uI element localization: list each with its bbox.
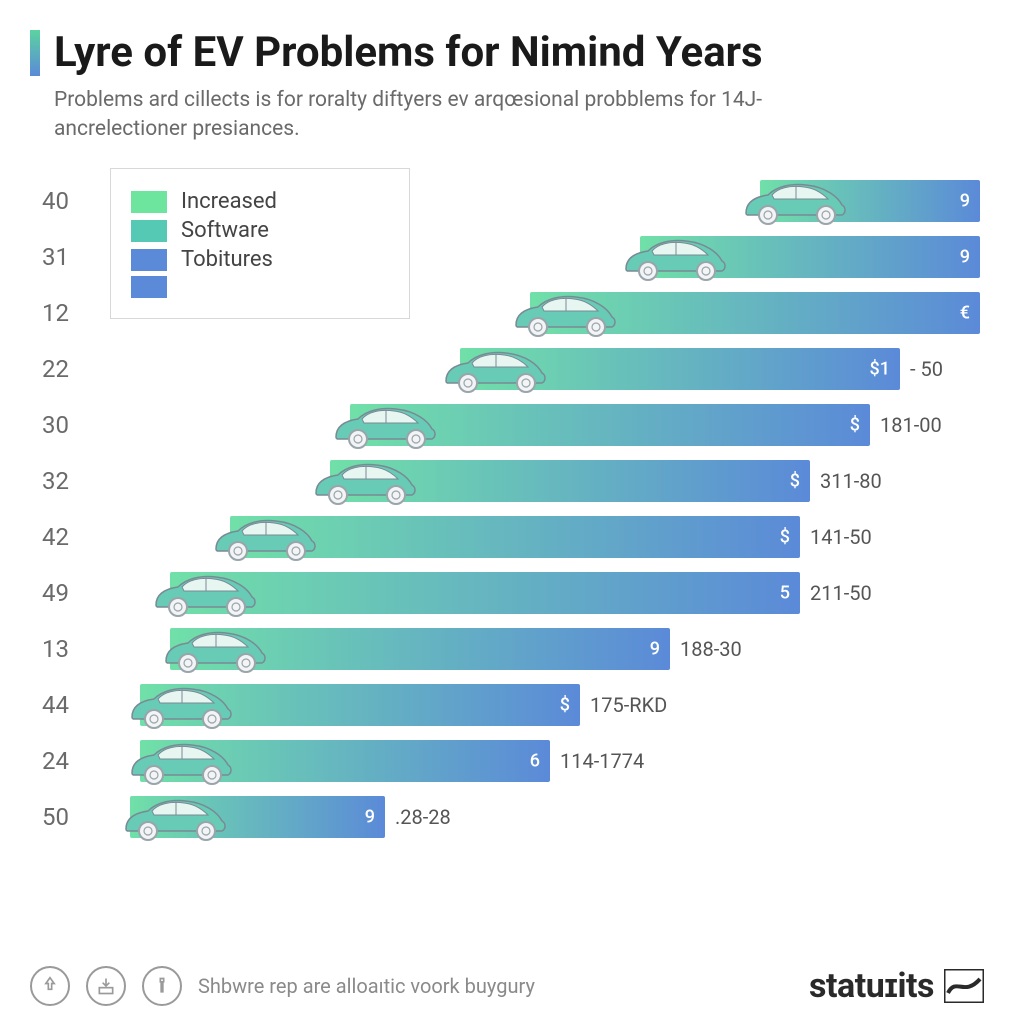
footer-left: Shbwre rep are alloaıtic voork buygury (30, 966, 535, 1006)
bar-zone: $1 - 50 (110, 341, 980, 397)
bar-value-outside: .28-28 (395, 805, 451, 829)
bar-zone: $175-RKD (110, 677, 980, 733)
brand-mark-icon (944, 969, 984, 1003)
bar-value-outside: 114-1774 (560, 749, 644, 773)
bar-value-inside: $ (790, 470, 800, 491)
legend-swatch (131, 249, 167, 271)
bar-value-inside: $ (780, 526, 790, 547)
bar-zone: 9 188-30 (110, 621, 980, 677)
chart-row: 32$311-80 (30, 453, 980, 509)
y-axis-label: 22 (30, 355, 110, 383)
car-icon (504, 287, 624, 339)
bar-zone: $141-50 (110, 509, 980, 565)
chart-row: 13 9 188-30 (30, 621, 980, 677)
car-icon (154, 623, 274, 675)
infographic-page: Lyre of EV Problems for Nimind Years Pro… (0, 0, 1024, 1024)
bar-zone: 9 .28-28 (110, 789, 980, 845)
chart-row: 50 9 .28-28 (30, 789, 980, 845)
bar-value-outside: 188-30 (680, 637, 742, 661)
car-icon (120, 735, 240, 787)
y-axis-label: 24 (30, 747, 110, 775)
footer-note: Shbwre rep are alloaıtic voork buygury (198, 974, 535, 998)
y-axis-label: 50 (30, 803, 110, 831)
bar-value-outside: 181-00 (880, 413, 942, 437)
y-axis-label: 32 (30, 467, 110, 495)
car-icon (120, 679, 240, 731)
y-axis-label: 40 (30, 187, 110, 215)
bar-value-inside: 5 (780, 582, 790, 603)
page-title: Lyre of EV Problems for Nimind Years (54, 30, 763, 76)
car-icon (114, 791, 234, 843)
bar-value-outside: 211-50 (810, 581, 872, 605)
bar-zone: 6 114-1774 (110, 733, 980, 789)
bar-value-inside: $1 (870, 358, 890, 379)
download-icon[interactable] (86, 966, 126, 1006)
share-icon[interactable] (30, 966, 70, 1006)
legend-item: Tobitures (131, 247, 389, 272)
bar-value-inside: $ (560, 694, 570, 715)
brand-text: statuɪits (809, 966, 934, 1006)
chart-row: 24 6 114-1774 (30, 733, 980, 789)
chart-row: 42$141-50 (30, 509, 980, 565)
bar-value-inside: 6 (530, 750, 540, 771)
car-icon (204, 511, 324, 563)
car-icon (734, 175, 854, 227)
chart-row: 44$175-RKD (30, 677, 980, 733)
bar-value-outside: - 50 (910, 357, 943, 381)
bar-value-inside: € (960, 302, 970, 323)
bar-value-inside: $ (850, 414, 860, 435)
y-axis-label: 12 (30, 299, 110, 327)
car-icon (614, 231, 734, 283)
chart-row: 22 $1 - 50 (30, 341, 980, 397)
bar-value-outside: 141-50 (810, 525, 872, 549)
chart-row: 30$181-00 (30, 397, 980, 453)
brand: statuɪits (809, 966, 984, 1006)
legend-label: Increased (181, 189, 277, 214)
car-icon (434, 343, 554, 395)
y-axis-label: 49 (30, 579, 110, 607)
bar-value-outside: 311-80 (820, 469, 882, 493)
info-icon[interactable] (142, 966, 182, 1006)
legend-swatch (131, 220, 167, 242)
bar-value-inside: 9 (960, 246, 970, 267)
legend-swatch (131, 191, 167, 213)
car-icon (324, 399, 444, 451)
y-axis-label: 31 (30, 243, 110, 271)
car-icon (304, 455, 424, 507)
chart-row: 49 5 211-50 (30, 565, 980, 621)
y-axis-label: 13 (30, 635, 110, 663)
bar-value-inside: 9 (650, 638, 660, 659)
legend-label: Software (181, 218, 269, 243)
legend-item: Software (131, 218, 389, 243)
bar-value-inside: 9 (365, 806, 375, 827)
legend-swatch (131, 276, 167, 298)
page-subtitle: Problems ard cillects is for roralty dif… (54, 86, 834, 143)
bar-zone: $181-00 (110, 397, 980, 453)
footer: Shbwre rep are alloaıtic voork buygury s… (30, 966, 984, 1006)
y-axis-label: 30 (30, 411, 110, 439)
title-row: Lyre of EV Problems for Nimind Years (30, 30, 984, 76)
y-axis-label: 42 (30, 523, 110, 551)
legend-item: Increased (131, 189, 389, 214)
bar-zone: $311-80 (110, 453, 980, 509)
legend-item (131, 276, 389, 298)
car-icon (144, 567, 264, 619)
y-axis-label: 44 (30, 691, 110, 719)
bar: 5 (170, 572, 800, 614)
bar-zone: 5 211-50 (110, 565, 980, 621)
legend-label: Tobitures (181, 247, 273, 272)
bar-value-outside: 175-RKD (590, 693, 667, 717)
accent-bar (30, 30, 40, 76)
legend-box: Increased Software Tobitures (110, 168, 410, 319)
bar-value-inside: 9 (960, 190, 970, 211)
